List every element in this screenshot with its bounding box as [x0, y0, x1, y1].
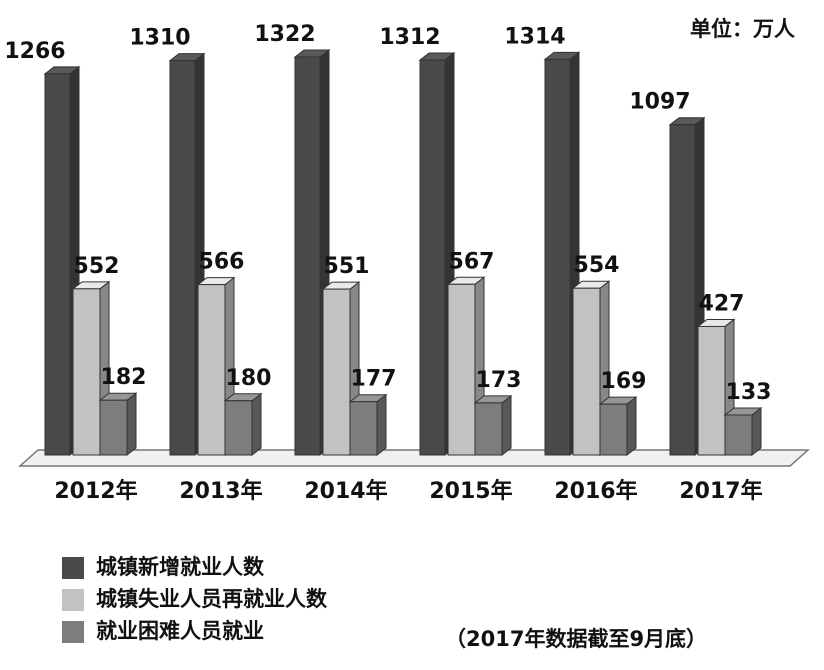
- value-label: 133: [726, 380, 772, 405]
- bar-front: [474, 402, 503, 456]
- value-label: 1266: [4, 39, 65, 64]
- value-label: 177: [351, 367, 397, 392]
- bar: [223, 392, 263, 457]
- note: （2017年数据截至9月底）: [445, 627, 707, 651]
- x-tick-label: 2014年: [304, 478, 387, 504]
- x-tick-label: 2015年: [429, 478, 512, 504]
- legend-label: 城镇新增就业人数: [96, 555, 265, 579]
- bar-front: [572, 287, 601, 456]
- legend-swatch: [62, 621, 84, 643]
- bar-front: [197, 284, 226, 456]
- value-label: 1097: [629, 90, 690, 115]
- bar-front: [697, 325, 726, 456]
- value-label: 173: [476, 368, 522, 393]
- bar-side: [251, 392, 262, 457]
- bar-front: [669, 124, 696, 456]
- bar: [668, 116, 706, 457]
- bar-side: [626, 396, 637, 457]
- bar-side: [751, 406, 762, 457]
- bar-side: [376, 393, 387, 457]
- value-label: 554: [574, 253, 620, 278]
- bar: [723, 406, 763, 457]
- bar-side: [126, 392, 137, 457]
- bar-front: [419, 59, 446, 456]
- legend-label: 就业困难人员就业: [96, 619, 264, 643]
- x-tick-label: 2016年: [554, 478, 637, 504]
- value-label: 169: [601, 369, 647, 394]
- bar-front: [447, 283, 476, 456]
- bar: [348, 393, 388, 457]
- value-label: 1310: [129, 26, 190, 51]
- bar-front: [224, 400, 253, 456]
- legend-label: 城镇失业人员再就业人数: [96, 587, 328, 611]
- unit-label: 单位：万人: [690, 17, 795, 41]
- bar-front: [322, 288, 351, 456]
- bar-front: [169, 60, 196, 456]
- value-label: 182: [101, 365, 147, 390]
- value-label: 1312: [379, 25, 440, 50]
- value-label: 1322: [254, 22, 315, 47]
- bar: [598, 396, 638, 457]
- value-label: 427: [699, 291, 745, 316]
- bar-front: [99, 399, 128, 456]
- value-label: 180: [226, 366, 272, 391]
- bar: [196, 276, 236, 457]
- bar: [473, 394, 513, 457]
- bar-front: [294, 56, 321, 456]
- value-label: 552: [74, 254, 120, 279]
- bar: [446, 276, 486, 457]
- value-label: 567: [449, 249, 495, 274]
- bar-front: [599, 403, 628, 456]
- legend-swatch: [62, 589, 84, 611]
- bar-front: [349, 401, 378, 456]
- value-label: 1314: [504, 24, 565, 49]
- bar-front: [724, 414, 753, 456]
- bar: [98, 392, 138, 457]
- bar-front: [72, 288, 101, 456]
- bar-front: [44, 73, 71, 456]
- x-tick-label: 2012年: [54, 478, 137, 504]
- value-label: 566: [199, 250, 245, 275]
- x-tick-label: 2017年: [679, 478, 762, 504]
- bar-side: [501, 394, 512, 457]
- value-label: 551: [324, 254, 370, 279]
- bar-front: [544, 58, 571, 456]
- x-tick-label: 2013年: [179, 478, 262, 504]
- legend-swatch: [62, 557, 84, 579]
